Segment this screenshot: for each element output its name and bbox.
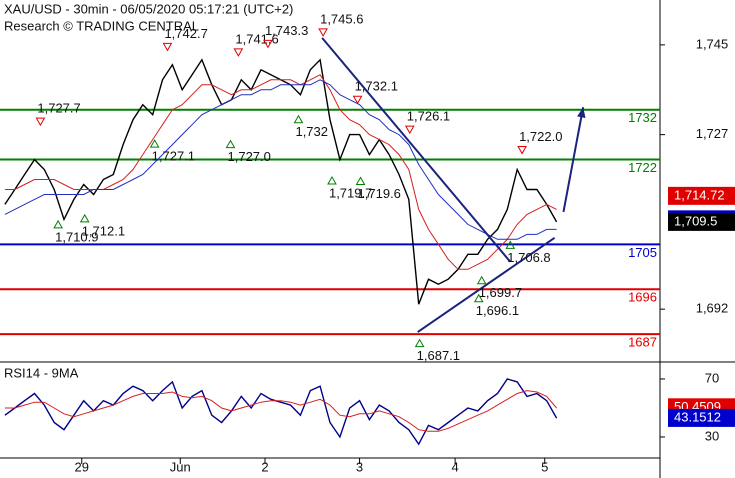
annotation-label: 1,727.1 [152,149,195,164]
high-marker [404,125,415,135]
level-label: 1687 [628,335,657,350]
price-tag-label: 1,714.72 [674,187,725,202]
low-marker [53,219,63,229]
annotation-label: 1,712.1 [82,223,125,238]
low-marker [473,293,484,303]
x-tick-label: 2 [261,459,268,474]
annotation-label: 1,726.1 [407,109,450,124]
annotation-label: 1,741.6 [235,31,278,46]
price-tag [668,408,735,427]
y-tick-label: 1,727 [696,126,729,141]
x-tick-label: 5 [541,459,548,474]
x-tick-label: 29 [75,459,89,474]
trendline [417,237,556,333]
low-marker [327,176,337,185]
level-label: 1722 [628,160,657,175]
low-marker [225,139,236,149]
high-marker [233,48,244,57]
y-tick-label: 30 [705,428,719,443]
arrow-head [577,107,586,118]
annotation-label: 1,742.7 [164,26,207,41]
low-marker [79,213,90,223]
chart-subtitle: Research © TRADING CENTRAL [4,18,199,33]
low-marker [505,240,516,249]
annotation-label: 1,699.7 [479,285,522,300]
high-marker [352,95,363,105]
low-marker [414,338,425,348]
series-line [4,79,557,240]
series-line [4,378,558,446]
low-marker [476,275,487,285]
price-tag-label: 1,709.5 [674,213,717,228]
series-line [4,390,557,432]
annotation-label: 1,732.1 [355,79,398,94]
annotation-label: 1,732 [295,124,328,139]
annotation-label: 1,727.0 [228,149,271,164]
price-tag-label: 43.1512 [674,409,721,424]
x-tick-label: 4 [451,459,458,474]
annotation-label: 1,696.1 [476,303,519,318]
annotation-label: 1,710.9 [55,229,98,244]
x-tick-label: Jun [170,459,191,474]
trendline [562,107,585,213]
annotation-label: 1,743.3 [265,23,308,38]
y-tick-label: 70 [705,370,719,385]
low-marker [355,176,366,186]
price-tag [668,186,735,205]
annotation-label: 1,719.6 [358,186,401,201]
high-marker [517,146,527,155]
annotation-label: 1,719.7 [329,185,372,200]
low-marker [293,114,304,124]
annotation-label: 1,722.0 [519,129,562,144]
annotation-label: 1,745.6 [320,11,363,26]
annotation-label: 1,706.8 [507,250,550,265]
level-label: 1705 [628,245,657,260]
chart-title: XAU/USD - 30min - 06/05/2020 05:17:21 (U… [4,1,293,16]
x-tick-label: 3 [356,459,363,474]
high-marker [318,28,328,37]
high-marker [35,117,46,127]
y-tick-label: 1,745 [696,36,729,51]
price-tag [668,212,735,231]
annotation-label: 1,687.1 [417,348,460,363]
trendline [321,37,512,263]
y-tick-label: 1,692 [696,301,729,316]
rsi-title: RSI14 - 9MA [4,365,79,380]
annotation-label: 1,727.7 [37,101,80,116]
high-marker [263,39,273,49]
level-label: 1696 [628,290,657,305]
level-label: 1732 [628,110,657,125]
high-marker [162,42,173,52]
low-marker [149,139,160,148]
